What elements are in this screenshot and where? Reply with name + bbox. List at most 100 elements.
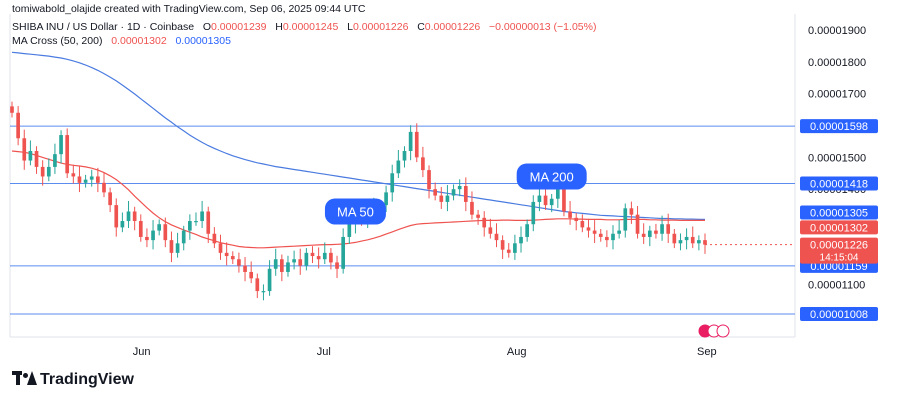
- candle-body: [672, 233, 677, 244]
- level-badge-label-0: 0.00001598: [810, 121, 868, 133]
- candle-body: [212, 233, 217, 244]
- candle-body: [678, 240, 683, 244]
- candle-body: [28, 150, 33, 161]
- candle-body: [120, 221, 125, 228]
- x-tick-label: Jul: [317, 346, 331, 358]
- ma-line: MA Cross (50, 200) 0.00001302 0.00001305: [12, 35, 231, 47]
- candle-body: [654, 230, 658, 234]
- candle-body: [605, 236, 609, 241]
- candle-body: [341, 236, 346, 269]
- candle-body: [53, 154, 57, 167]
- candle-body: [157, 224, 162, 231]
- candle-body: [40, 166, 45, 177]
- x-tick-label: Sep: [697, 346, 717, 358]
- candle-body: [549, 198, 554, 206]
- price-badge-sub-2: 14:15:04: [820, 253, 859, 264]
- candle-body: [237, 259, 241, 266]
- candle-body: [77, 176, 82, 183]
- candle-body: [470, 201, 474, 215]
- candle-body: [641, 233, 646, 237]
- level-badge-3: [800, 307, 878, 321]
- l-value: 0.00001226: [352, 21, 409, 33]
- candle-body: [322, 252, 327, 260]
- candle-body: [384, 192, 388, 206]
- y-tick-label: 0.00001500: [808, 152, 866, 164]
- candle-body: [562, 189, 566, 212]
- candle-body: [421, 157, 425, 171]
- candle-body: [463, 186, 468, 202]
- candle-body: [96, 176, 100, 183]
- candle-body: [500, 240, 505, 250]
- h-value: 0.00001245: [282, 21, 339, 33]
- candle-body: [151, 230, 155, 241]
- level-badge-label-3: 0.00001008: [810, 309, 868, 321]
- level-badge-1: [800, 176, 878, 191]
- candle-body: [580, 221, 585, 228]
- candle-body: [108, 192, 112, 206]
- annotation-label-1: MA 200: [530, 169, 574, 184]
- candle-body: [703, 240, 707, 245]
- candle-body: [414, 131, 419, 158]
- annotation-bubble-1: [516, 163, 587, 190]
- candle-body: [568, 211, 572, 218]
- candle-body: [16, 112, 20, 139]
- candle-body: [525, 224, 529, 237]
- candle-body: [22, 138, 27, 161]
- candle-body: [102, 182, 106, 193]
- candle-body: [65, 135, 70, 174]
- candle-body: [531, 201, 536, 225]
- ma50-value: 0.00001302: [111, 35, 167, 47]
- ma50-line: [11, 150, 705, 249]
- candle-body: [310, 252, 315, 257]
- candle-body: [188, 221, 192, 231]
- candle-body: [555, 189, 560, 199]
- candle-body: [230, 256, 235, 260]
- candle-body: [347, 224, 352, 237]
- candle-body: [224, 252, 229, 257]
- candle-body: [145, 236, 149, 241]
- candle-body: [494, 233, 499, 241]
- tv-logo-icon: [12, 371, 37, 385]
- candle-body: [396, 160, 401, 174]
- candle-body: [71, 173, 76, 177]
- ma200-value: 0.00001305: [175, 35, 231, 47]
- candle-body: [329, 252, 333, 263]
- annotation-label-0: MA 50: [337, 204, 374, 219]
- candle-body: [273, 259, 278, 269]
- level-badge-label-2: 0.00001159: [810, 261, 867, 273]
- symbol-line: SHIBA INU / US Dollar · 1D · Coinbase O0…: [12, 21, 596, 33]
- candle-body: [89, 176, 94, 180]
- event-icon: [716, 324, 730, 338]
- candle-body: [408, 131, 413, 151]
- candle-body: [83, 179, 88, 183]
- price-badge-2: [800, 237, 878, 264]
- y-tick-label: 0.00001900: [808, 25, 866, 37]
- candle-body: [647, 230, 652, 237]
- level-badge-0: [800, 119, 878, 134]
- c-label: C: [417, 21, 425, 33]
- candle-body: [286, 262, 290, 272]
- candle-body: [684, 236, 689, 241]
- candle-body: [617, 230, 621, 234]
- candle-body: [206, 211, 211, 234]
- candle-body: [629, 208, 634, 215]
- y-tick-label: 0.00001800: [808, 57, 866, 69]
- candle-body: [482, 217, 487, 228]
- candle-body: [132, 211, 137, 222]
- symbol-text: SHIBA INU / US Dollar · 1D · Coinbase: [12, 21, 195, 33]
- candle-body: [243, 265, 247, 272]
- candle-body: [59, 135, 63, 155]
- candle-body: [34, 150, 39, 167]
- price-badge-label-2: 0.00001226: [810, 240, 868, 252]
- candle-body: [488, 227, 493, 234]
- candle-body: [611, 233, 615, 241]
- price-badge-0: [800, 205, 878, 220]
- candle-body: [298, 259, 303, 266]
- candle-body: [255, 278, 260, 292]
- brand-name: TradingView: [40, 371, 134, 388]
- x-tick-label: Aug: [507, 346, 527, 358]
- candle-body: [280, 259, 284, 272]
- candle-body: [457, 186, 462, 190]
